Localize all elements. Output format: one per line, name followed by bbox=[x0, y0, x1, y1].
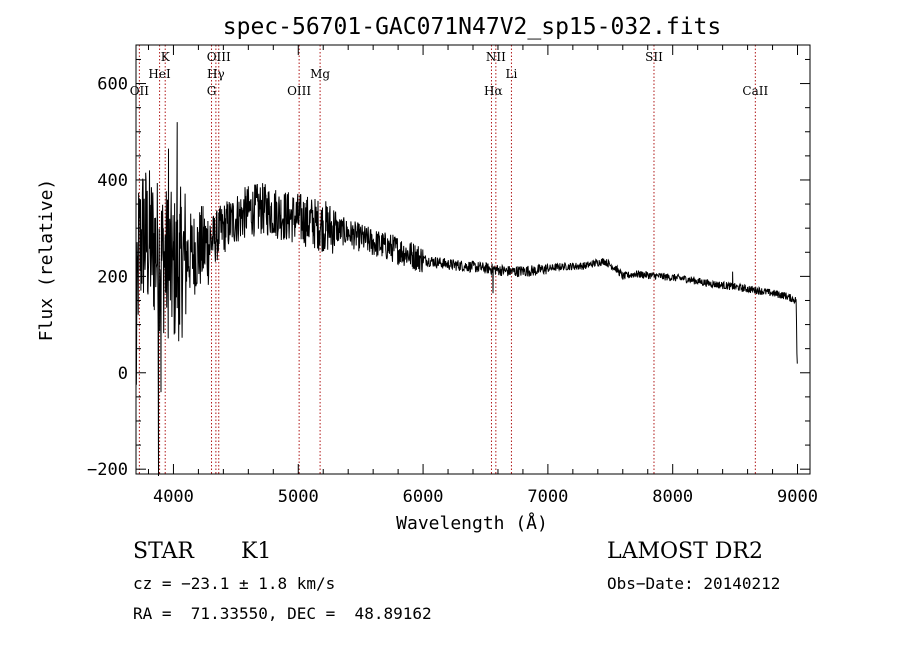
line-label: SII bbox=[645, 50, 663, 64]
y-axis: −200 0 200 400 600 bbox=[87, 58, 810, 480]
line-label: K bbox=[161, 50, 171, 64]
line-label: Hα bbox=[484, 84, 503, 98]
series-layer bbox=[135, 122, 798, 477]
line-markers bbox=[138, 45, 756, 474]
chart-title: spec-56701-GAC071N47V2_sp15-032.fits bbox=[223, 14, 722, 40]
plot-frame bbox=[135, 44, 811, 475]
redshift-value: cz = −23.1 ± 1.8 km/s bbox=[133, 574, 336, 593]
line-label: OII bbox=[130, 84, 150, 98]
x-tick-label: 9000 bbox=[777, 487, 818, 507]
spectrum-series-line bbox=[135, 122, 798, 477]
line-label: Mg bbox=[310, 67, 330, 81]
y-tick-label: 600 bbox=[97, 75, 128, 95]
survey-name: LAMOST DR2 bbox=[607, 539, 763, 564]
observation-date: Obs−Date: 20140212 bbox=[607, 574, 781, 593]
line-label: HeI bbox=[148, 67, 171, 81]
y-axis-label: Flux (relative) bbox=[36, 179, 57, 342]
x-tick-label: 5000 bbox=[278, 487, 319, 507]
object-subclass: K1 bbox=[241, 539, 272, 564]
x-axis-label: Wavelength (Å) bbox=[396, 512, 548, 534]
y-tick-label: −200 bbox=[87, 460, 128, 480]
coordinates: RA = 71.33550, DEC = 48.89162 bbox=[133, 604, 432, 623]
x-tick-label: 6000 bbox=[403, 487, 444, 507]
y-tick-label: 400 bbox=[97, 171, 128, 191]
line-label: Li bbox=[506, 67, 518, 81]
line-label: CaII bbox=[742, 84, 768, 98]
line-label: Hγ bbox=[207, 67, 225, 81]
x-tick-label: 4000 bbox=[153, 487, 194, 507]
line-label: NII bbox=[486, 50, 506, 64]
line-label: G bbox=[207, 84, 217, 98]
x-axis: 4000 5000 6000 7000 8000 9000 bbox=[147, 45, 818, 507]
x-tick-label: 7000 bbox=[527, 487, 568, 507]
x-tick-label: 8000 bbox=[652, 487, 693, 507]
line-label: OIII bbox=[287, 84, 311, 98]
object-type: STAR bbox=[133, 539, 194, 564]
y-tick-label: 200 bbox=[97, 267, 128, 287]
line-label: OIII bbox=[207, 50, 231, 64]
y-tick-label: 0 bbox=[118, 364, 128, 384]
